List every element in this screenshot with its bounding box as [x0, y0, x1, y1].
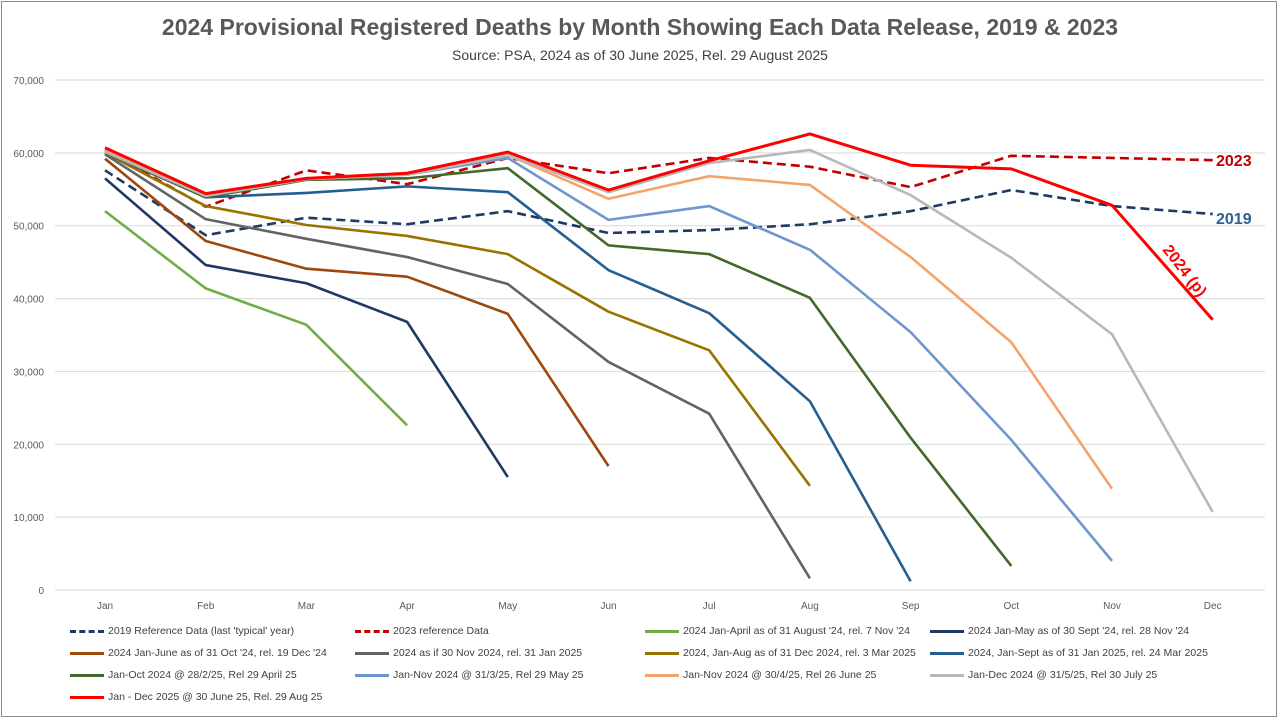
y-tick-label: 50,000 [13, 222, 44, 233]
legend-label: 2024 Jan-May as of 30 Sept '24, rel. 28 … [968, 625, 1190, 637]
y-tick-label: 20,000 [13, 440, 44, 451]
legend-item: Jan-Dec 2024 @ 31/5/25, Rel 30 July 25 [930, 669, 1157, 681]
legend-item: 2024 Jan-June as of 31 Oct '24, rel. 19 … [70, 647, 327, 659]
series-line-8 [104, 150, 1013, 567]
y-tick-label: 60,000 [13, 149, 44, 160]
legend-label: 2019 Reference Data (last 'typical' year… [108, 625, 295, 637]
series-line-6 [104, 151, 811, 487]
x-tick-label: Sep [902, 601, 920, 612]
legend-swatch [930, 629, 964, 633]
legend-swatch [355, 651, 389, 655]
legend-item: 2024, Jan-Sept as of 31 Jan 2025, rel. 2… [930, 647, 1208, 659]
x-tick-label: Aug [801, 601, 819, 612]
legend-swatch [70, 629, 104, 633]
legend-item: 2019 Reference Data (last 'typical' year… [70, 625, 294, 637]
y-tick-label: 70,000 [13, 76, 44, 87]
chart-title: 2024 Provisional Registered Deaths by Mo… [161, 14, 1119, 40]
legend-label: Jan - Dec 2025 @ 30 June 25, Rel. 29 Aug… [108, 691, 323, 703]
legend-label: 2023 reference Data [393, 625, 489, 637]
legend-label: 2024 Jan-June as of 31 Oct '24, rel. 19 … [108, 647, 327, 659]
x-tick-label: Jul [703, 601, 716, 612]
x-tick-label: Jun [600, 601, 616, 612]
x-tick-label: Dec [1204, 601, 1222, 612]
x-tick-label: Apr [399, 601, 415, 612]
annotation-2024p: 2024 (p) [1159, 242, 1210, 300]
legend-swatch [70, 651, 104, 655]
x-tick-label: Feb [197, 601, 215, 612]
legend-label: 2024 as if 30 Nov 2024, rel. 31 Jan 2025 [393, 647, 583, 659]
legend-swatch [930, 651, 964, 655]
legend-item: Jan-Nov 2024 @ 30/4/25, Rel 26 June 25 [645, 669, 876, 681]
legend-item: 2023 reference Data [355, 625, 489, 637]
legend-item: 2024 Jan-May as of 30 Sept '24, rel. 28 … [930, 625, 1189, 637]
series-line-9 [104, 150, 1113, 562]
y-tick-label: 30,000 [13, 367, 44, 378]
x-tick-label: Mar [298, 601, 316, 612]
legend-label: 2024, Jan-Aug as of 31 Dec 2024, rel. 3 … [683, 647, 916, 659]
legend-item: 2024 as if 30 Nov 2024, rel. 31 Jan 2025 [355, 647, 582, 659]
legend-swatch [645, 673, 679, 677]
x-tick-label: May [498, 601, 517, 612]
legend-swatch [70, 695, 104, 699]
legend-item: 2024, Jan-Aug as of 31 Dec 2024, rel. 3 … [645, 647, 916, 659]
annotation-2023: 2023 [1216, 153, 1252, 170]
series-line-3 [104, 177, 509, 478]
series-line-7 [104, 151, 912, 582]
legend-item: Jan-Nov 2024 @ 31/3/25, Rel 29 May 25 [355, 669, 583, 681]
series-line-5 [104, 153, 812, 580]
legend-label: Jan-Dec 2024 @ 31/5/25, Rel 30 July 25 [968, 669, 1158, 681]
legend-label: 2024, Jan-Sept as of 31 Jan 2025, rel. 2… [968, 647, 1208, 659]
legend-item: 2024 Jan-April as of 31 August '24, rel.… [645, 625, 910, 637]
series-line-2 [104, 210, 409, 427]
y-tick-label: 40,000 [13, 295, 44, 306]
legend-label: 2024 Jan-April as of 31 August '24, rel.… [683, 625, 910, 637]
legend-swatch [355, 629, 389, 633]
legend-label: Jan-Nov 2024 @ 30/4/25, Rel 26 June 25 [683, 669, 877, 681]
legend-item: Jan-Oct 2024 @ 28/2/25, Rel 29 April 25 [70, 669, 297, 681]
x-tick-label: Oct [1004, 601, 1020, 612]
legend-label: Jan-Nov 2024 @ 31/3/25, Rel 29 May 25 [393, 669, 584, 681]
series-line-12 [104, 132, 1214, 321]
chart-subtitle: Source: PSA, 2024 as of 30 June 2025, Re… [452, 47, 828, 63]
series-line-1 [104, 148, 1213, 209]
legend-item: Jan - Dec 2025 @ 30 June 25, Rel. 29 Aug… [70, 691, 322, 703]
x-tick-label: Jan [97, 601, 113, 612]
y-tick-label: 10,000 [13, 513, 44, 524]
legend-label: Jan-Oct 2024 @ 28/2/25, Rel 29 April 25 [108, 669, 297, 681]
legend-swatch [645, 629, 679, 633]
series-line-10 [104, 150, 1114, 490]
legend-swatch [645, 651, 679, 655]
legend-swatch [70, 673, 104, 677]
annotation-2019: 2019 [1216, 211, 1252, 228]
x-tick-label: Nov [1103, 601, 1121, 612]
legend-swatch [930, 673, 964, 677]
legend-swatch [355, 673, 389, 677]
series-line-4 [104, 157, 610, 467]
y-tick-label: 0 [38, 586, 44, 597]
